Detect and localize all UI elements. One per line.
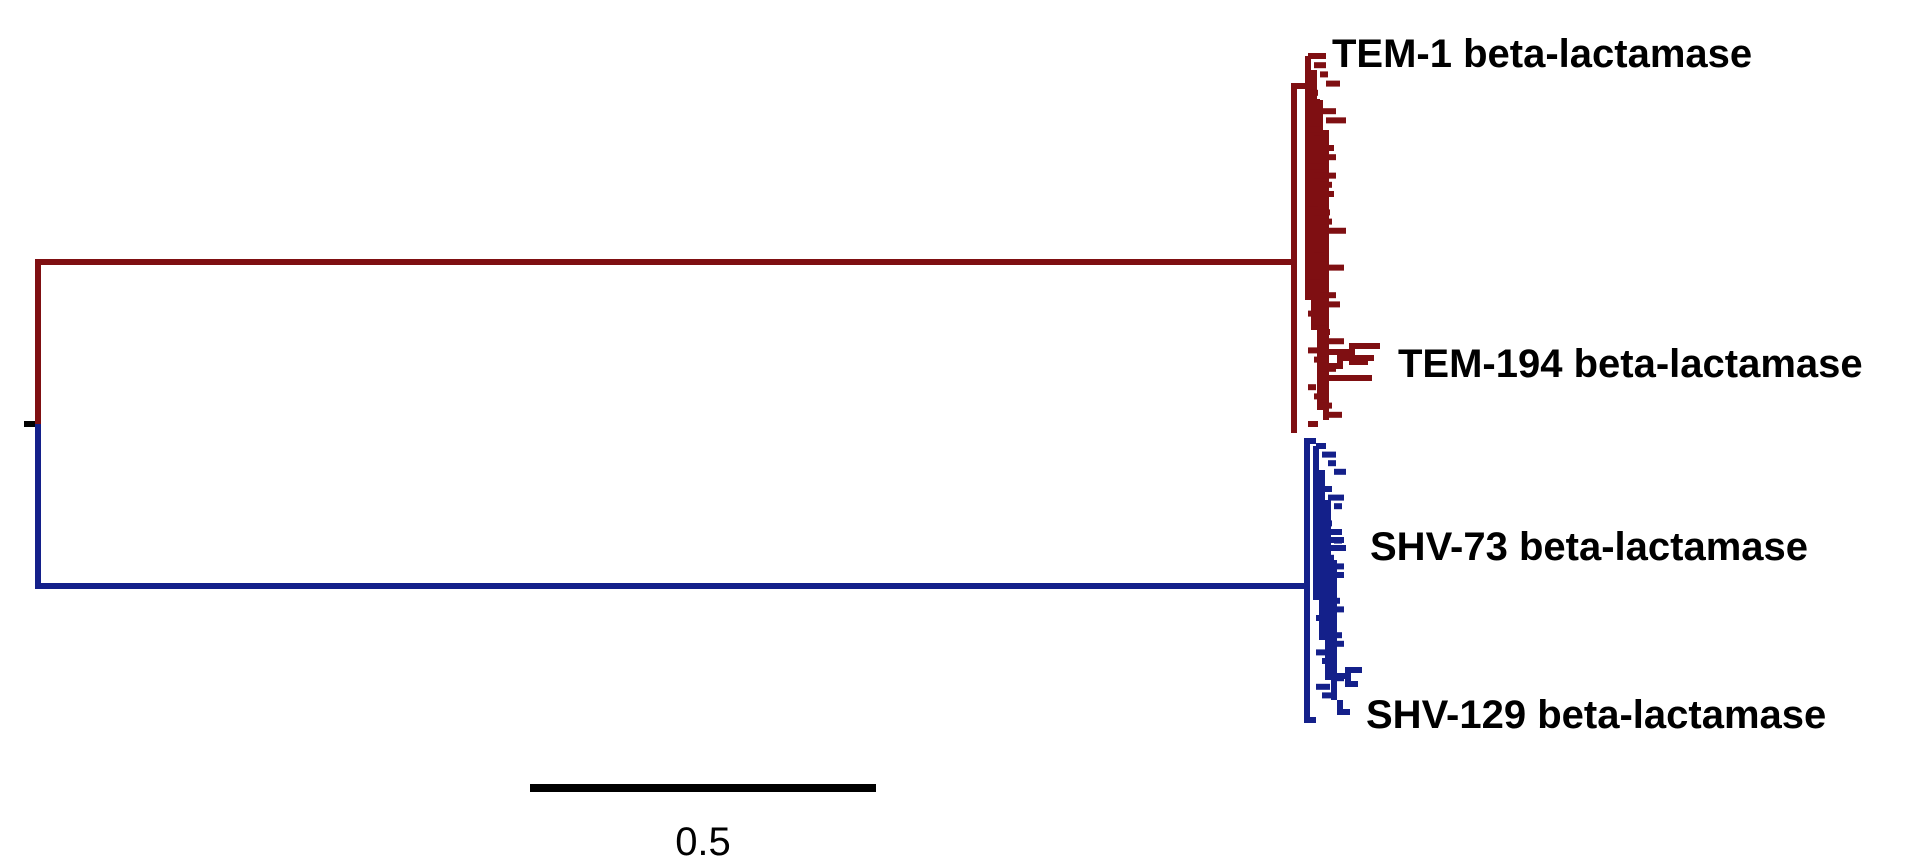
shv-129-branch bbox=[1337, 700, 1350, 715]
leaf-label-shv-73: SHV-73 beta-lactamase bbox=[1370, 525, 1808, 569]
leaf-label-tem-1: TEM-1 beta-lactamase bbox=[1332, 32, 1752, 76]
shv-129-branch bbox=[1345, 676, 1358, 687]
shv-subtree bbox=[1313, 443, 1362, 715]
tem-clade bbox=[35, 53, 1380, 433]
shv-clade bbox=[35, 424, 1362, 723]
tem-subtree bbox=[1305, 53, 1380, 427]
scale-bar-label: 0.5 bbox=[675, 820, 731, 864]
shv-clade-stem bbox=[1304, 438, 1316, 723]
shv-root-branch bbox=[35, 424, 1307, 589]
leaf-label-shv-129: SHV-129 beta-lactamase bbox=[1366, 693, 1826, 737]
tem-194-branch bbox=[1326, 355, 1374, 369]
shv-129-branch bbox=[1334, 667, 1362, 679]
tem-clade-stem bbox=[1291, 83, 1308, 433]
tem-root-branch bbox=[35, 259, 1294, 424]
tem-194-branch bbox=[1326, 343, 1380, 355]
leaf-label-tem-194: TEM-194 beta-lactamase bbox=[1398, 342, 1863, 386]
